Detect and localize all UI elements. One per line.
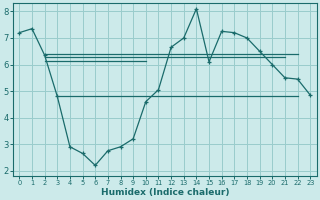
X-axis label: Humidex (Indice chaleur): Humidex (Indice chaleur) [100, 188, 229, 197]
